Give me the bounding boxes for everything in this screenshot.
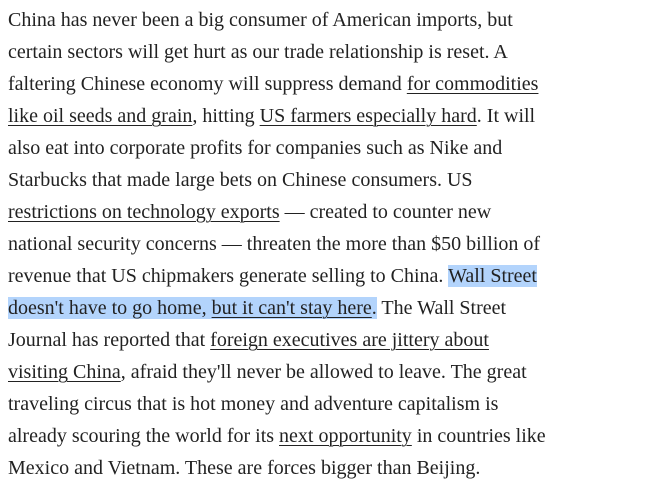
text-line: China has never been a big consumer of A…: [8, 4, 546, 36]
text: certain sectors will get hurt as our tra…: [8, 41, 508, 63]
text-line: doesn't have to go home, but it can't st…: [8, 292, 546, 324]
text-line: restrictions on technology exports — cre…: [8, 196, 546, 228]
paragraph: China has never been a big consumer of A…: [8, 0, 546, 484]
highlighted-text: .: [371, 297, 377, 319]
text-line: Journal has reported that foreign execut…: [8, 324, 546, 356]
text: Journal has reported that: [8, 329, 211, 351]
link[interactable]: foreign executives are jittery about: [210, 329, 489, 351]
text: also eat into corporate profits for comp…: [8, 137, 503, 159]
text-line: also eat into corporate profits for comp…: [8, 132, 546, 164]
text: in countries like: [411, 425, 546, 447]
text-line: traveling circus that is hot money and a…: [8, 388, 546, 420]
link[interactable]: but it can't stay here: [211, 297, 372, 319]
text: — created to counter new: [279, 201, 492, 223]
link[interactable]: for commodities: [406, 73, 539, 95]
text-line: national security concerns — threaten th…: [8, 228, 546, 260]
text: faltering Chinese economy will suppress …: [8, 73, 407, 95]
text: Starbucks that made large bets on Chines…: [8, 169, 473, 191]
text-line: faltering Chinese economy will suppress …: [8, 68, 546, 100]
text: traveling circus that is hot money and a…: [8, 393, 499, 415]
text-line: certain sectors will get hurt as our tra…: [8, 36, 546, 68]
text-line: already scouring the world for its next …: [8, 420, 546, 452]
text-line: revenue that US chipmakers generate sell…: [8, 260, 546, 292]
text: The Wall Street: [376, 297, 507, 319]
text: China has never been a big consumer of A…: [8, 9, 513, 31]
text: revenue that US chipmakers generate sell…: [8, 265, 449, 287]
link[interactable]: like oil seeds and grain: [8, 105, 193, 127]
link[interactable]: restrictions on technology exports: [8, 201, 280, 223]
text-line: Mexico and Vietnam. These are forces big…: [8, 452, 546, 484]
text: Mexico and Vietnam. These are forces big…: [8, 457, 481, 479]
highlighted-text: Wall Street: [448, 265, 537, 287]
link[interactable]: visiting China: [8, 361, 121, 383]
text-line: like oil seeds and grain, hitting US far…: [8, 100, 546, 132]
text-line: visiting China, afraid they'll never be …: [8, 356, 546, 388]
link[interactable]: US farmers especially hard: [259, 105, 477, 127]
link[interactable]: next opportunity: [279, 425, 412, 447]
text: already scouring the world for its: [8, 425, 280, 447]
text: , afraid they'll never be allowed to lea…: [120, 361, 527, 383]
highlighted-text: doesn't have to go home,: [8, 297, 212, 319]
text: , hitting: [192, 105, 260, 127]
text-line: Starbucks that made large bets on Chines…: [8, 164, 546, 196]
text: . It will: [476, 105, 536, 127]
text: national security concerns — threaten th…: [8, 233, 541, 255]
